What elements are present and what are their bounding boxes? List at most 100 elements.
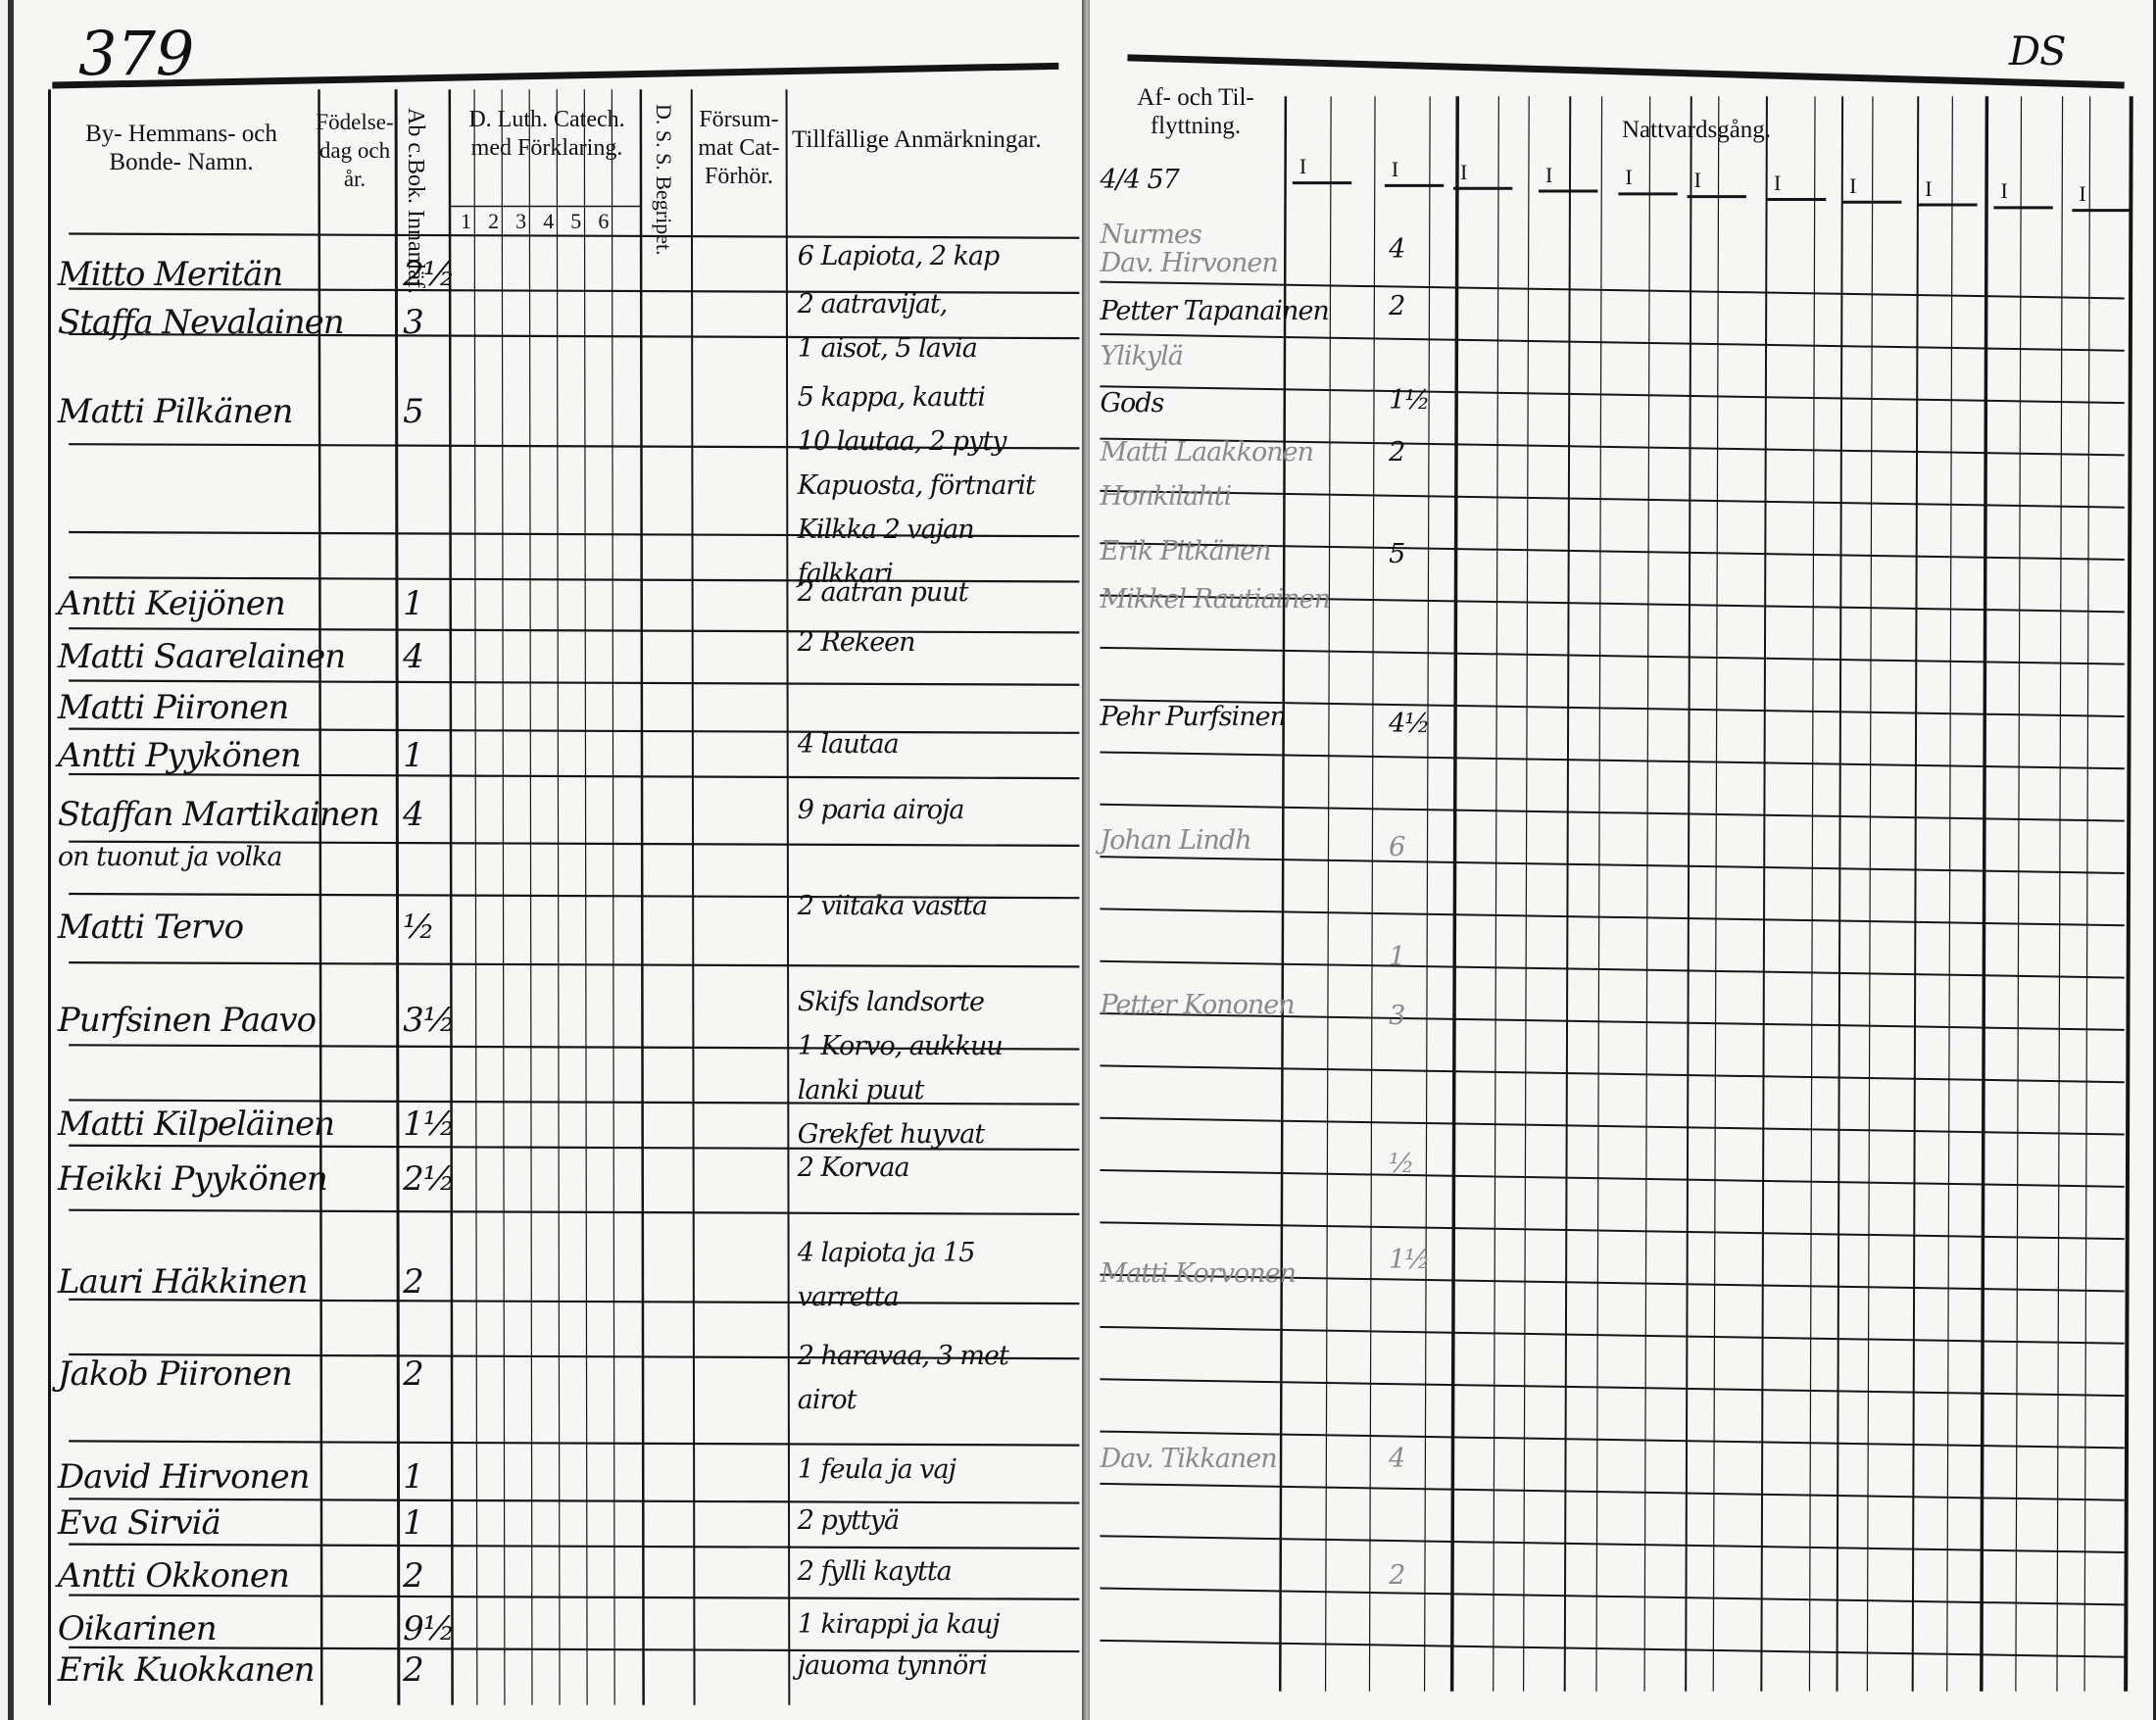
abc-reading-value: 2½ <box>403 254 456 294</box>
row-rule <box>1100 280 2125 300</box>
remark-line: 1 aisot, 5 lavia <box>797 332 978 364</box>
person-name: Erik Kuokkanen <box>57 1649 316 1690</box>
row-rule <box>69 679 1080 686</box>
row-rule <box>69 232 1080 239</box>
communion-count: ½ <box>1389 1148 1414 1179</box>
abc-reading-value: 5 <box>403 391 424 431</box>
row-rule <box>1100 1378 2125 1398</box>
abc-reading-value: 1 <box>403 735 424 775</box>
row-rule <box>1100 437 2125 457</box>
column-divider <box>501 89 506 1705</box>
abc-reading-value: ½ <box>403 908 435 948</box>
column-divider <box>1760 96 1768 1692</box>
row-rule <box>69 1208 1080 1216</box>
communion-count: 1 <box>1389 942 1405 973</box>
column-divider <box>556 89 561 1705</box>
person-name: Matti Kilpeläinen <box>57 1104 335 1144</box>
row-rule <box>69 443 1080 450</box>
person-name: Matti Saarelainen <box>57 636 346 676</box>
catechism-col-number: 3 <box>515 209 527 234</box>
row-rule <box>1100 489 2125 509</box>
column-divider <box>1836 96 1844 1692</box>
remark-line: jauoma tynnöri <box>797 1649 988 1681</box>
moving-entry: Honkilahti <box>1100 481 1232 513</box>
remark-line: Grekfet huyvat <box>797 1119 985 1151</box>
remark-line: Skifs landsorte <box>797 987 985 1018</box>
person-name: Heikki Pyykönen <box>57 1158 328 1199</box>
moving-entry: Mikkel Rautiainen <box>1100 584 1331 615</box>
remark-line: 6 Lapiota, 2 kap <box>797 240 1001 271</box>
remark-line: 2 fylli kaytta <box>797 1556 953 1588</box>
column-divider <box>448 89 454 1705</box>
book-gutter <box>1082 0 1092 1720</box>
communion-count: 1½ <box>1389 384 1430 416</box>
communion-count: 2 <box>1389 1560 1405 1592</box>
row-rule <box>69 1044 1080 1051</box>
communion-header-mark: I <box>1460 159 1468 184</box>
row-rule <box>69 840 1080 847</box>
column-divider <box>1946 96 1953 1692</box>
communion-header-mark: I <box>1391 156 1399 181</box>
column-divider <box>1911 96 1920 1692</box>
person-name: on tuonut ja volka <box>57 841 283 872</box>
remark-line: 4 lautaa <box>797 728 900 760</box>
person-name: Lauri Häkkinen <box>57 1262 309 1302</box>
row-rule <box>1100 856 2125 874</box>
header-remarks: Tillfällige Anmärkningar. <box>792 126 1042 153</box>
communion-header-mark: I <box>2079 181 2086 207</box>
row-rule <box>1100 1535 2125 1554</box>
remark-line: 5 kappa, kautti <box>797 382 986 414</box>
person-name: Staffa Nevalainen <box>57 302 345 342</box>
communion-header-mark: I <box>2000 178 2008 204</box>
column-divider <box>2124 96 2133 1692</box>
abc-reading-value: 3½ <box>403 1001 456 1041</box>
remark-line: falkkari <box>797 558 894 589</box>
row-rule <box>69 1099 1080 1106</box>
catechism-col-number: 6 <box>598 209 610 234</box>
catechism-col-number: 1 <box>461 209 472 234</box>
remark-line: airot <box>797 1384 858 1415</box>
communion-count: 6 <box>1389 831 1405 862</box>
remark-line: 2 aatravijat, <box>797 288 949 319</box>
row-rule <box>69 530 1080 538</box>
moving-entry: Gods <box>1100 387 1164 418</box>
remark-line: Kapuosta, förtnarit <box>797 469 1036 501</box>
row-rule <box>1100 385 2125 405</box>
row-rule <box>1100 1639 2125 1658</box>
remark-line: 2 haravaa, 3 met <box>797 1340 1009 1371</box>
column-divider <box>1449 96 1459 1692</box>
communion-count: 4 <box>1389 233 1405 265</box>
column-divider <box>318 89 323 1705</box>
abc-reading-value: 1½ <box>403 1104 456 1144</box>
communion-count: 5 <box>1389 539 1405 569</box>
column-divider <box>611 89 615 1705</box>
column-divider <box>1324 96 1332 1692</box>
header-communion: Nattvardsgång. <box>1622 117 1772 143</box>
abc-reading-value: 2 <box>403 1354 424 1394</box>
row-rule <box>69 1498 1080 1504</box>
corner-mark: DS <box>2009 29 2066 74</box>
abc-reading-value: 2 <box>403 1262 424 1302</box>
moving-entry: Ylikylä <box>1100 340 1183 371</box>
row-rule <box>1100 959 2125 979</box>
column-divider <box>1595 96 1603 1692</box>
row-rule <box>1100 594 2125 614</box>
column-divider <box>528 89 533 1705</box>
remark-line: 9 paria airoja <box>797 794 965 825</box>
communion-header-mark: I <box>1849 172 1857 198</box>
abc-reading-value: 2½ <box>403 1158 456 1199</box>
row-rule <box>69 1298 1080 1305</box>
remark-line: 10 lautaa, 2 pyty <box>797 425 1007 457</box>
row-rule <box>69 772 1080 780</box>
person-name: Matti Pilkänen <box>57 391 294 431</box>
person-name: Antti Okkonen <box>57 1556 290 1597</box>
row-rule <box>1100 908 2125 927</box>
remark-line: 2 Korvaa <box>797 1152 910 1183</box>
abc-reading-value: 4 <box>403 794 424 834</box>
remark-line: 2 Rekeen <box>797 626 916 658</box>
column-divider <box>1563 96 1572 1692</box>
row-rule <box>69 287 1080 294</box>
communion-header-mark: I <box>1298 154 1307 179</box>
row-rule <box>1100 542 2125 562</box>
